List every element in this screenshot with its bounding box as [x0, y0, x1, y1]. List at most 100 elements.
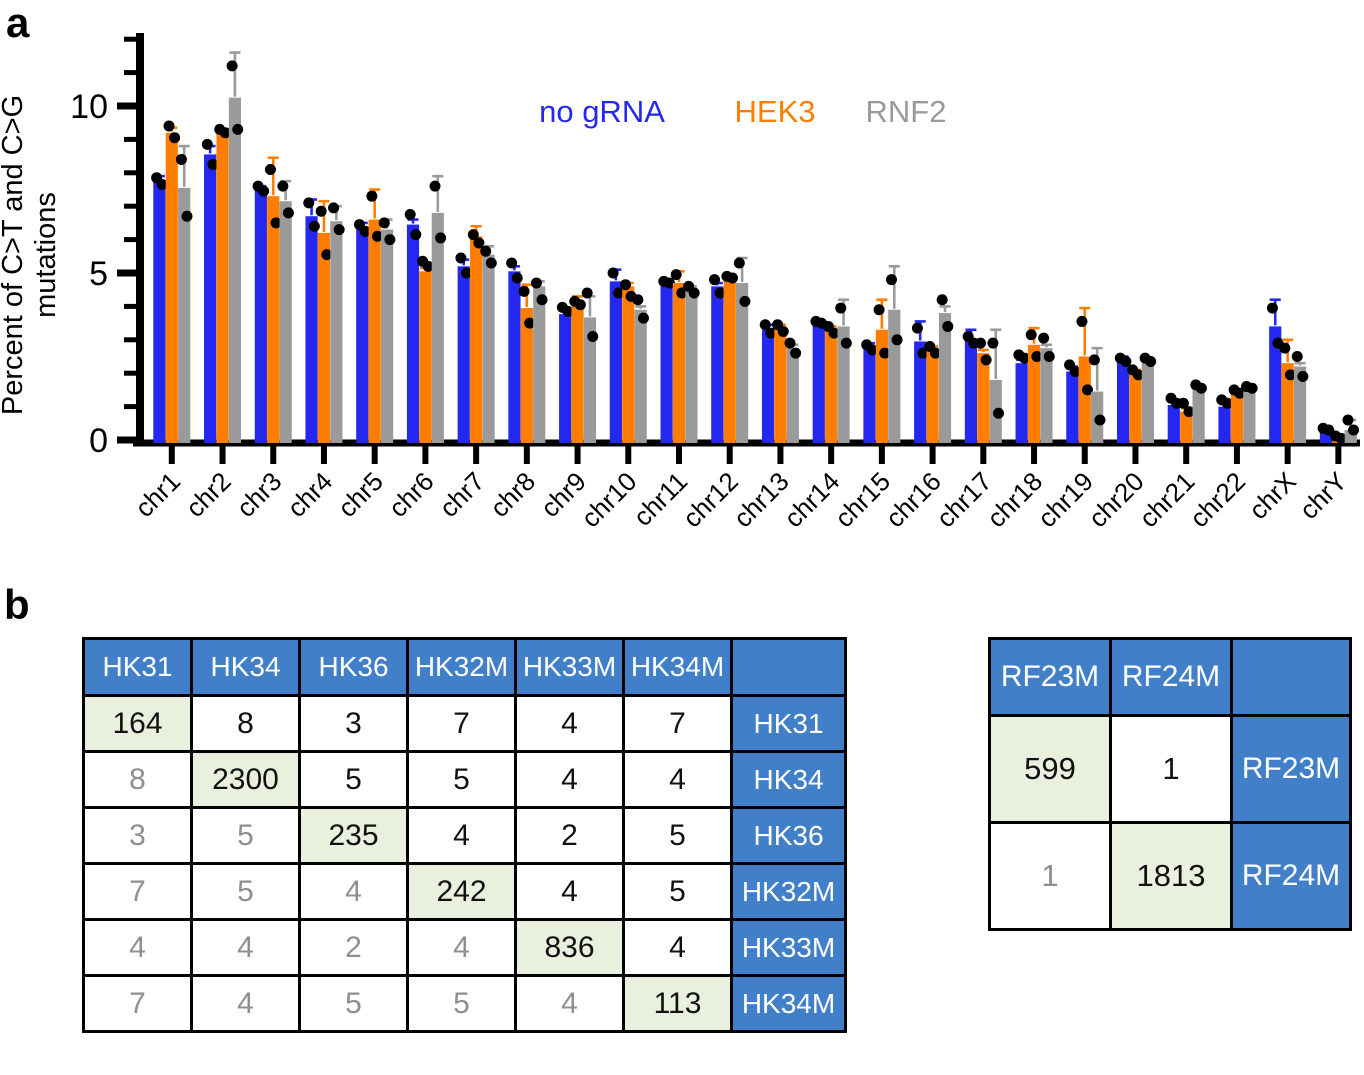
replicate-dot [987, 337, 999, 349]
replicate-dot [879, 347, 891, 359]
y-tick-label: 10 [70, 88, 108, 126]
bar [609, 281, 622, 443]
table-cell: 4 [514, 750, 625, 809]
bar [1319, 431, 1333, 443]
replicate-dot [175, 153, 187, 165]
x-tick-label: chr8 [484, 466, 541, 523]
bars-HEK3 [163, 120, 1347, 444]
replicate-dot [1297, 371, 1309, 383]
x-tick-label: chr20 [1083, 466, 1150, 533]
table-cell: 4 [406, 918, 517, 977]
replicate-dot [473, 237, 485, 249]
replicate-dot [936, 294, 948, 306]
bar [723, 279, 736, 443]
replicate-dot [942, 320, 954, 332]
bar [837, 326, 850, 443]
table-cell: 2 [514, 806, 625, 865]
bar [165, 132, 178, 443]
table-cell: 8 [190, 694, 301, 753]
x-tick-label: chr1 [129, 466, 186, 523]
column-header: HK36 [298, 637, 409, 697]
column-header: HK31 [82, 637, 193, 697]
replicate-dot [619, 279, 631, 291]
table-cell: 4 [190, 918, 301, 977]
x-tick-label: chr15 [829, 466, 896, 533]
replicate-dot [1266, 302, 1278, 314]
x-tick-label: chr17 [930, 466, 997, 533]
replicate-dot [1335, 432, 1347, 444]
replicate-dot [524, 317, 536, 329]
bar [1027, 344, 1041, 443]
replicate-dot [219, 127, 231, 139]
replicate-dot [371, 230, 383, 242]
replicate-dot [156, 178, 168, 190]
replicate-dot [359, 225, 371, 237]
bar [1192, 389, 1205, 443]
table-row: 7 4 5 5 4 113 HK34M [82, 974, 847, 1033]
bar [228, 97, 242, 444]
bar [153, 181, 166, 443]
bar [533, 286, 546, 443]
bar [774, 328, 787, 443]
replicate-dot [1031, 351, 1043, 362]
replicate-dot [1018, 352, 1030, 364]
replicate-dot [511, 272, 523, 284]
bar [1180, 411, 1193, 443]
bar [634, 309, 647, 443]
table-row: 599 1 RF23M [988, 714, 1352, 824]
table-cell: 1 [988, 821, 1112, 931]
table-cell: 5 [298, 750, 409, 809]
diagonal-cell: 1813 [1109, 821, 1233, 931]
legend-item-no-gRNA: no gRNA [539, 94, 665, 129]
table-cell: 5 [406, 750, 517, 809]
replicate-dot [333, 224, 345, 236]
bar [178, 187, 191, 443]
bar [482, 254, 495, 443]
replicate-dot [891, 334, 903, 346]
rf-crosstalk-table: RF23M RF24M 599 1 RF23M 1 1813 RF24M [988, 637, 1352, 931]
table-cell: 8 [82, 750, 193, 809]
column-header: HK34 [190, 637, 301, 697]
replicate-dot [1025, 329, 1037, 341]
row-header: HK32M [730, 862, 847, 921]
replicate-dot [485, 257, 497, 269]
replicate-dot [258, 185, 270, 197]
replicate-dot [429, 180, 441, 192]
bar [660, 284, 673, 443]
replicate-dot [328, 202, 340, 214]
bar [508, 271, 521, 443]
diagonal-cell: 242 [406, 862, 517, 921]
replicate-dot [1234, 387, 1246, 399]
x-tick-label: chr3 [231, 466, 288, 523]
replicate-dot [226, 60, 238, 72]
x-tick-label: chr5 [332, 466, 389, 523]
corner-header-cell [730, 637, 847, 697]
table-cell: 7 [406, 694, 517, 753]
legend-item-HEK3: HEK3 [735, 94, 816, 129]
bar [406, 224, 420, 443]
replicate-dot [727, 272, 739, 284]
replicate-dot [264, 163, 276, 175]
bar [279, 201, 292, 443]
replicate-dot [435, 232, 447, 244]
replicate-dot [1038, 332, 1050, 344]
replicate-dot [866, 344, 878, 356]
table-cell: 5 [190, 862, 301, 921]
bar [1218, 406, 1231, 443]
replicate-dot [784, 337, 796, 349]
replicate-dot [632, 294, 644, 306]
replicate-dot [1082, 384, 1094, 396]
replicate-dot [1043, 351, 1055, 362]
x-tick-label: chr22 [1184, 466, 1251, 533]
bar [1129, 371, 1142, 443]
x-tick-label: chr18 [981, 466, 1048, 533]
x-tick-label: chr12 [677, 466, 744, 533]
replicate-dot [308, 220, 320, 232]
replicate-dot [1145, 356, 1157, 368]
x-axis: chr1chr2chr3chr4chr5chr6chr7chr8chr9chr1… [129, 446, 1353, 533]
x-tick-label: chr6 [383, 466, 440, 523]
replicate-dot [1246, 382, 1258, 394]
row-header: RF24M [1230, 821, 1352, 931]
replicate-dot [404, 209, 416, 221]
